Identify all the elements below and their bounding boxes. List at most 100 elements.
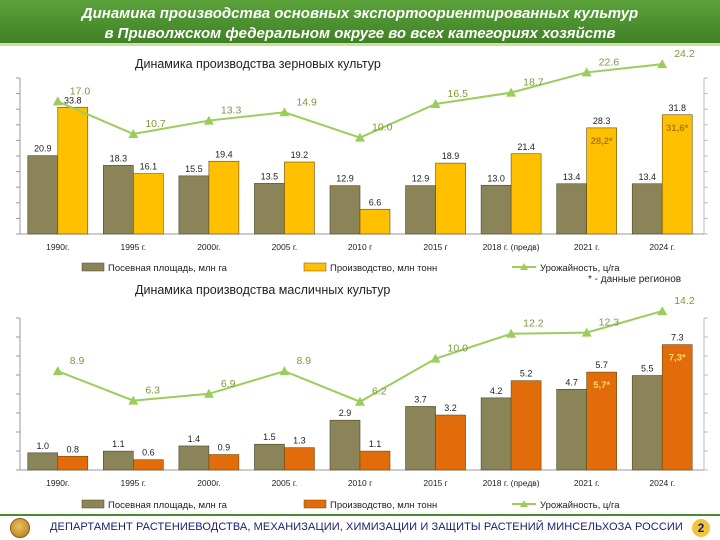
grain-production-bar [57,106,89,235]
oil-category-label: 2024 г. [649,478,675,488]
grain-category-label: 2021 г. [574,242,600,252]
grain-yield-marker [52,96,63,106]
grain-area-value-label: 18.3 [110,153,128,163]
oil-production-value-label: 0.9 [218,443,231,453]
oil-production-bar [435,414,466,471]
grain-production-bar [510,153,542,235]
grain-yield-value-label: 13.3 [221,105,242,117]
grain-area-bar [329,185,361,235]
grain-production-bar [284,161,315,235]
oil-production-value-label: 5.2 [520,369,533,379]
oil-area-bar [178,445,210,471]
oil-yield-value-label: 12.2 [523,318,544,330]
grain-area-value-label: 13.4 [638,172,656,182]
oil-production-value-label: 3.2 [444,403,457,413]
department-name: ДЕПАРТАМЕНТ РАСТЕНИЕВОДСТВА, МЕХАНИЗАЦИИ… [50,521,683,533]
slide-title-line-1: Динамика производства основных экспортоо… [81,5,639,22]
oil-production-bar [586,371,617,471]
grain-category-label: 2015 г [423,242,447,252]
grain-area-bar [480,184,512,235]
oil-production-value-label: 7.3 [671,333,684,343]
grain-production-bar [661,114,693,235]
oilseed-chart: Динамика производства масличных культур 1… [16,284,708,511]
grain-production-bar [435,162,466,235]
grain-category-label: 2005 г. [272,242,298,252]
oil-area-bar [480,397,512,471]
grain-production-value-label: 19.4 [215,149,233,159]
oil-area-bar [103,450,134,471]
grain-area-bar [103,165,134,235]
grain-production-value-label: 18.9 [442,151,460,161]
oil-area-bar [254,443,285,471]
grain-legend-yield-marker [520,263,528,270]
grain-yield-value-label: 16.5 [448,88,469,100]
oil-yield-marker [581,327,592,337]
oil-yield-marker [355,396,365,406]
grain-yield-marker [581,67,592,77]
grain-yield-marker [506,87,517,97]
grain-yield-marker [128,129,139,139]
oil-legend-area-label: Посевная площадь, млн га [108,500,228,511]
grain-category-label: 2024 г. [649,242,675,252]
grain-yield-marker [355,132,365,142]
grain-production-value-label: 31.8 [668,103,686,113]
grain-production-value-label: 6.6 [369,197,382,207]
oil-legend-yield-label: Урожайность, ц/га [540,500,620,511]
oil-yield-marker [430,353,441,363]
grain-area-bar [27,155,59,235]
grain-category-label: 2010 г [348,242,372,252]
grain-area-value-label: 12.9 [412,174,430,184]
oil-production-bar [133,459,164,471]
page-number-badge: 2 [692,519,710,537]
grain-legend-area-swatch [81,262,105,272]
oil-category-label: 2010 г [348,478,372,488]
oil-yield-marker [657,306,668,316]
oil-yield-value-label: 6.3 [145,385,160,397]
oil-yield-value-label: 6.9 [221,378,236,390]
oil-legend-yield-marker [520,500,528,507]
oil-legend-production-swatch [303,499,327,509]
grain-area-value-label: 13.4 [563,172,581,182]
oil-category-label: 2005 г. [272,478,298,488]
grain-footnote: * - данные регионов [588,274,681,284]
grain-area-value-label: 12.9 [336,174,354,184]
grain-area-bar [178,175,210,235]
grain-yield-value-label: 10.7 [145,118,166,130]
oil-area-value-label: 5.5 [641,364,654,374]
grain-legend-area-label: Посевная площадь, млн га [108,263,228,274]
oil-production-bar [284,447,315,471]
grain-production-bar [359,208,391,235]
grain-legend-production-label: Производство, млн тонн [330,263,437,274]
grain-yield-marker [657,59,668,69]
oil-category-label: 2018 г. (предв) [483,478,540,488]
oil-area-value-label: 3.7 [414,394,427,404]
oil-area-value-label: 2.9 [339,408,352,418]
grain-area-value-label: 15.5 [185,164,203,174]
oil-area-bar [556,388,587,471]
oil-area-value-label: 1.0 [37,441,50,451]
oil-yield-value-label: 14.2 [674,295,695,307]
grain-production-value-label: 19.2 [291,150,309,160]
oil-production-bar [208,454,240,471]
grain-area-bar [556,183,587,235]
oil-production-value-label: 5.7 [595,360,608,370]
header-stripe [0,43,720,46]
grain-category-label: 1990г. [46,242,69,252]
oil-area-value-label: 4.7 [565,377,578,387]
oil-production-value-label: 0.8 [67,444,80,454]
grain-production-value-label: 33.8 [64,95,82,105]
grain-yield-value-label: 14.9 [296,96,317,108]
grain-category-label: 1995 г. [120,242,146,252]
oil-yield-value-label: 6.2 [372,386,387,398]
grain-yield-value-label: 10.0 [372,122,393,134]
oil-category-label: 2000г. [197,478,220,488]
grain-production-value-label: 28.3 [593,116,611,126]
oil-area-bar [631,375,663,471]
grain-production-bar [586,127,617,235]
grain-legend-production-swatch [303,262,327,272]
oil-area-bar [27,452,59,471]
oil-yield-value-label: 8.9 [70,355,85,367]
oil-area-bar [405,406,436,471]
oil-category-label: 2015 г [423,478,447,488]
oil-yield-value-label: 10.0 [448,343,469,355]
